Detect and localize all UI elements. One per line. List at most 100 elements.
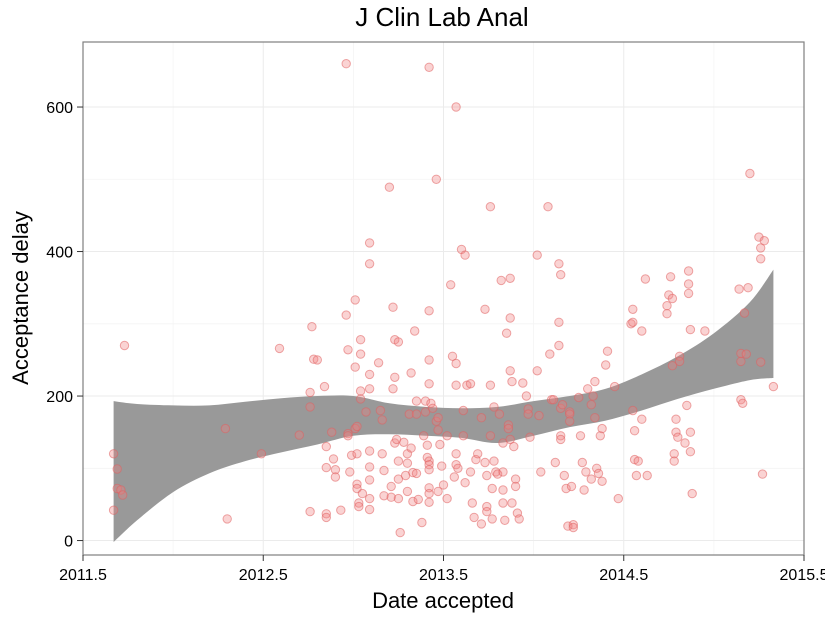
data-point <box>556 270 566 280</box>
data-point <box>505 273 515 283</box>
data-point <box>597 476 607 486</box>
data-point <box>112 464 122 474</box>
data-point <box>480 457 490 468</box>
data-point <box>451 102 461 112</box>
data-point <box>680 438 690 448</box>
data-point <box>525 432 535 442</box>
data-point <box>741 349 751 359</box>
data-point <box>631 470 642 481</box>
data-point <box>496 275 506 286</box>
data-point <box>424 355 434 365</box>
data-point <box>354 501 364 512</box>
data-point <box>597 423 607 434</box>
data-point <box>662 309 672 319</box>
data-point <box>460 250 470 260</box>
data-point <box>682 400 692 411</box>
data-point <box>561 483 571 494</box>
data-point <box>435 439 445 450</box>
data-point <box>482 470 492 481</box>
data-point <box>628 317 638 327</box>
data-point <box>554 259 564 269</box>
data-point <box>402 458 413 468</box>
y-tick-label: 400 <box>46 245 73 262</box>
y-tick-label: 600 <box>46 100 73 117</box>
data-point <box>602 346 613 356</box>
data-point <box>700 326 710 336</box>
data-point <box>345 467 355 477</box>
data-point <box>685 324 696 335</box>
data-point <box>355 335 366 345</box>
data-point <box>642 470 652 481</box>
data-point <box>667 293 678 304</box>
data-point <box>588 391 598 401</box>
data-point <box>343 345 353 355</box>
data-point <box>386 492 396 502</box>
data-point <box>554 317 564 327</box>
data-point <box>601 360 611 370</box>
y-tick-label: 200 <box>46 389 73 406</box>
data-point <box>328 454 339 464</box>
data-point <box>465 379 476 389</box>
data-point <box>662 301 672 311</box>
data-point <box>667 361 678 371</box>
data-point <box>664 290 674 300</box>
data-point <box>500 515 510 525</box>
data-point <box>548 395 559 405</box>
x-tick-label: 2012.5 <box>239 567 288 584</box>
data-point <box>545 349 555 359</box>
data-point <box>384 182 395 192</box>
data-point <box>355 386 366 396</box>
data-point <box>364 384 375 394</box>
data-point <box>451 380 461 390</box>
data-point <box>410 326 420 336</box>
data-point <box>336 505 346 515</box>
data-point <box>379 491 389 501</box>
data-point <box>388 302 398 312</box>
data-point <box>379 465 389 476</box>
data-point <box>406 368 416 378</box>
data-point <box>736 356 746 367</box>
data-point <box>637 326 647 336</box>
data-point <box>640 274 651 284</box>
data-point <box>364 462 375 472</box>
data-point <box>460 478 470 488</box>
data-point <box>629 426 640 436</box>
data-point <box>743 283 753 293</box>
data-point <box>411 468 422 479</box>
data-point <box>593 468 604 479</box>
data-point <box>523 404 533 414</box>
data-point <box>433 425 443 435</box>
data-point <box>309 354 319 364</box>
data-point <box>428 403 438 413</box>
data-point <box>406 443 416 453</box>
data-point <box>487 514 497 524</box>
chart-title: J Clin Lab Anal <box>355 2 528 32</box>
data-point <box>420 396 431 406</box>
data-point <box>395 527 405 538</box>
data-point <box>319 381 330 392</box>
data-point <box>566 481 577 492</box>
data-point <box>364 493 375 504</box>
data-point <box>563 521 573 531</box>
x-tick-label: 2015.5 <box>780 567 825 584</box>
data-point <box>256 449 267 459</box>
data-point <box>550 457 560 468</box>
data-point <box>590 376 600 387</box>
data-point <box>417 517 427 528</box>
data-point <box>523 409 533 419</box>
data-point <box>610 381 620 392</box>
data-point <box>355 394 366 404</box>
data-point <box>424 460 434 470</box>
data-point <box>592 463 602 473</box>
data-point <box>343 431 353 441</box>
data-point <box>433 413 443 423</box>
data-point <box>485 202 496 212</box>
data-point <box>739 308 750 318</box>
data-point <box>685 427 696 437</box>
data-point <box>590 413 600 423</box>
data-point <box>426 398 436 408</box>
data-point <box>476 413 487 423</box>
data-point <box>377 449 387 459</box>
data-point <box>361 407 371 417</box>
